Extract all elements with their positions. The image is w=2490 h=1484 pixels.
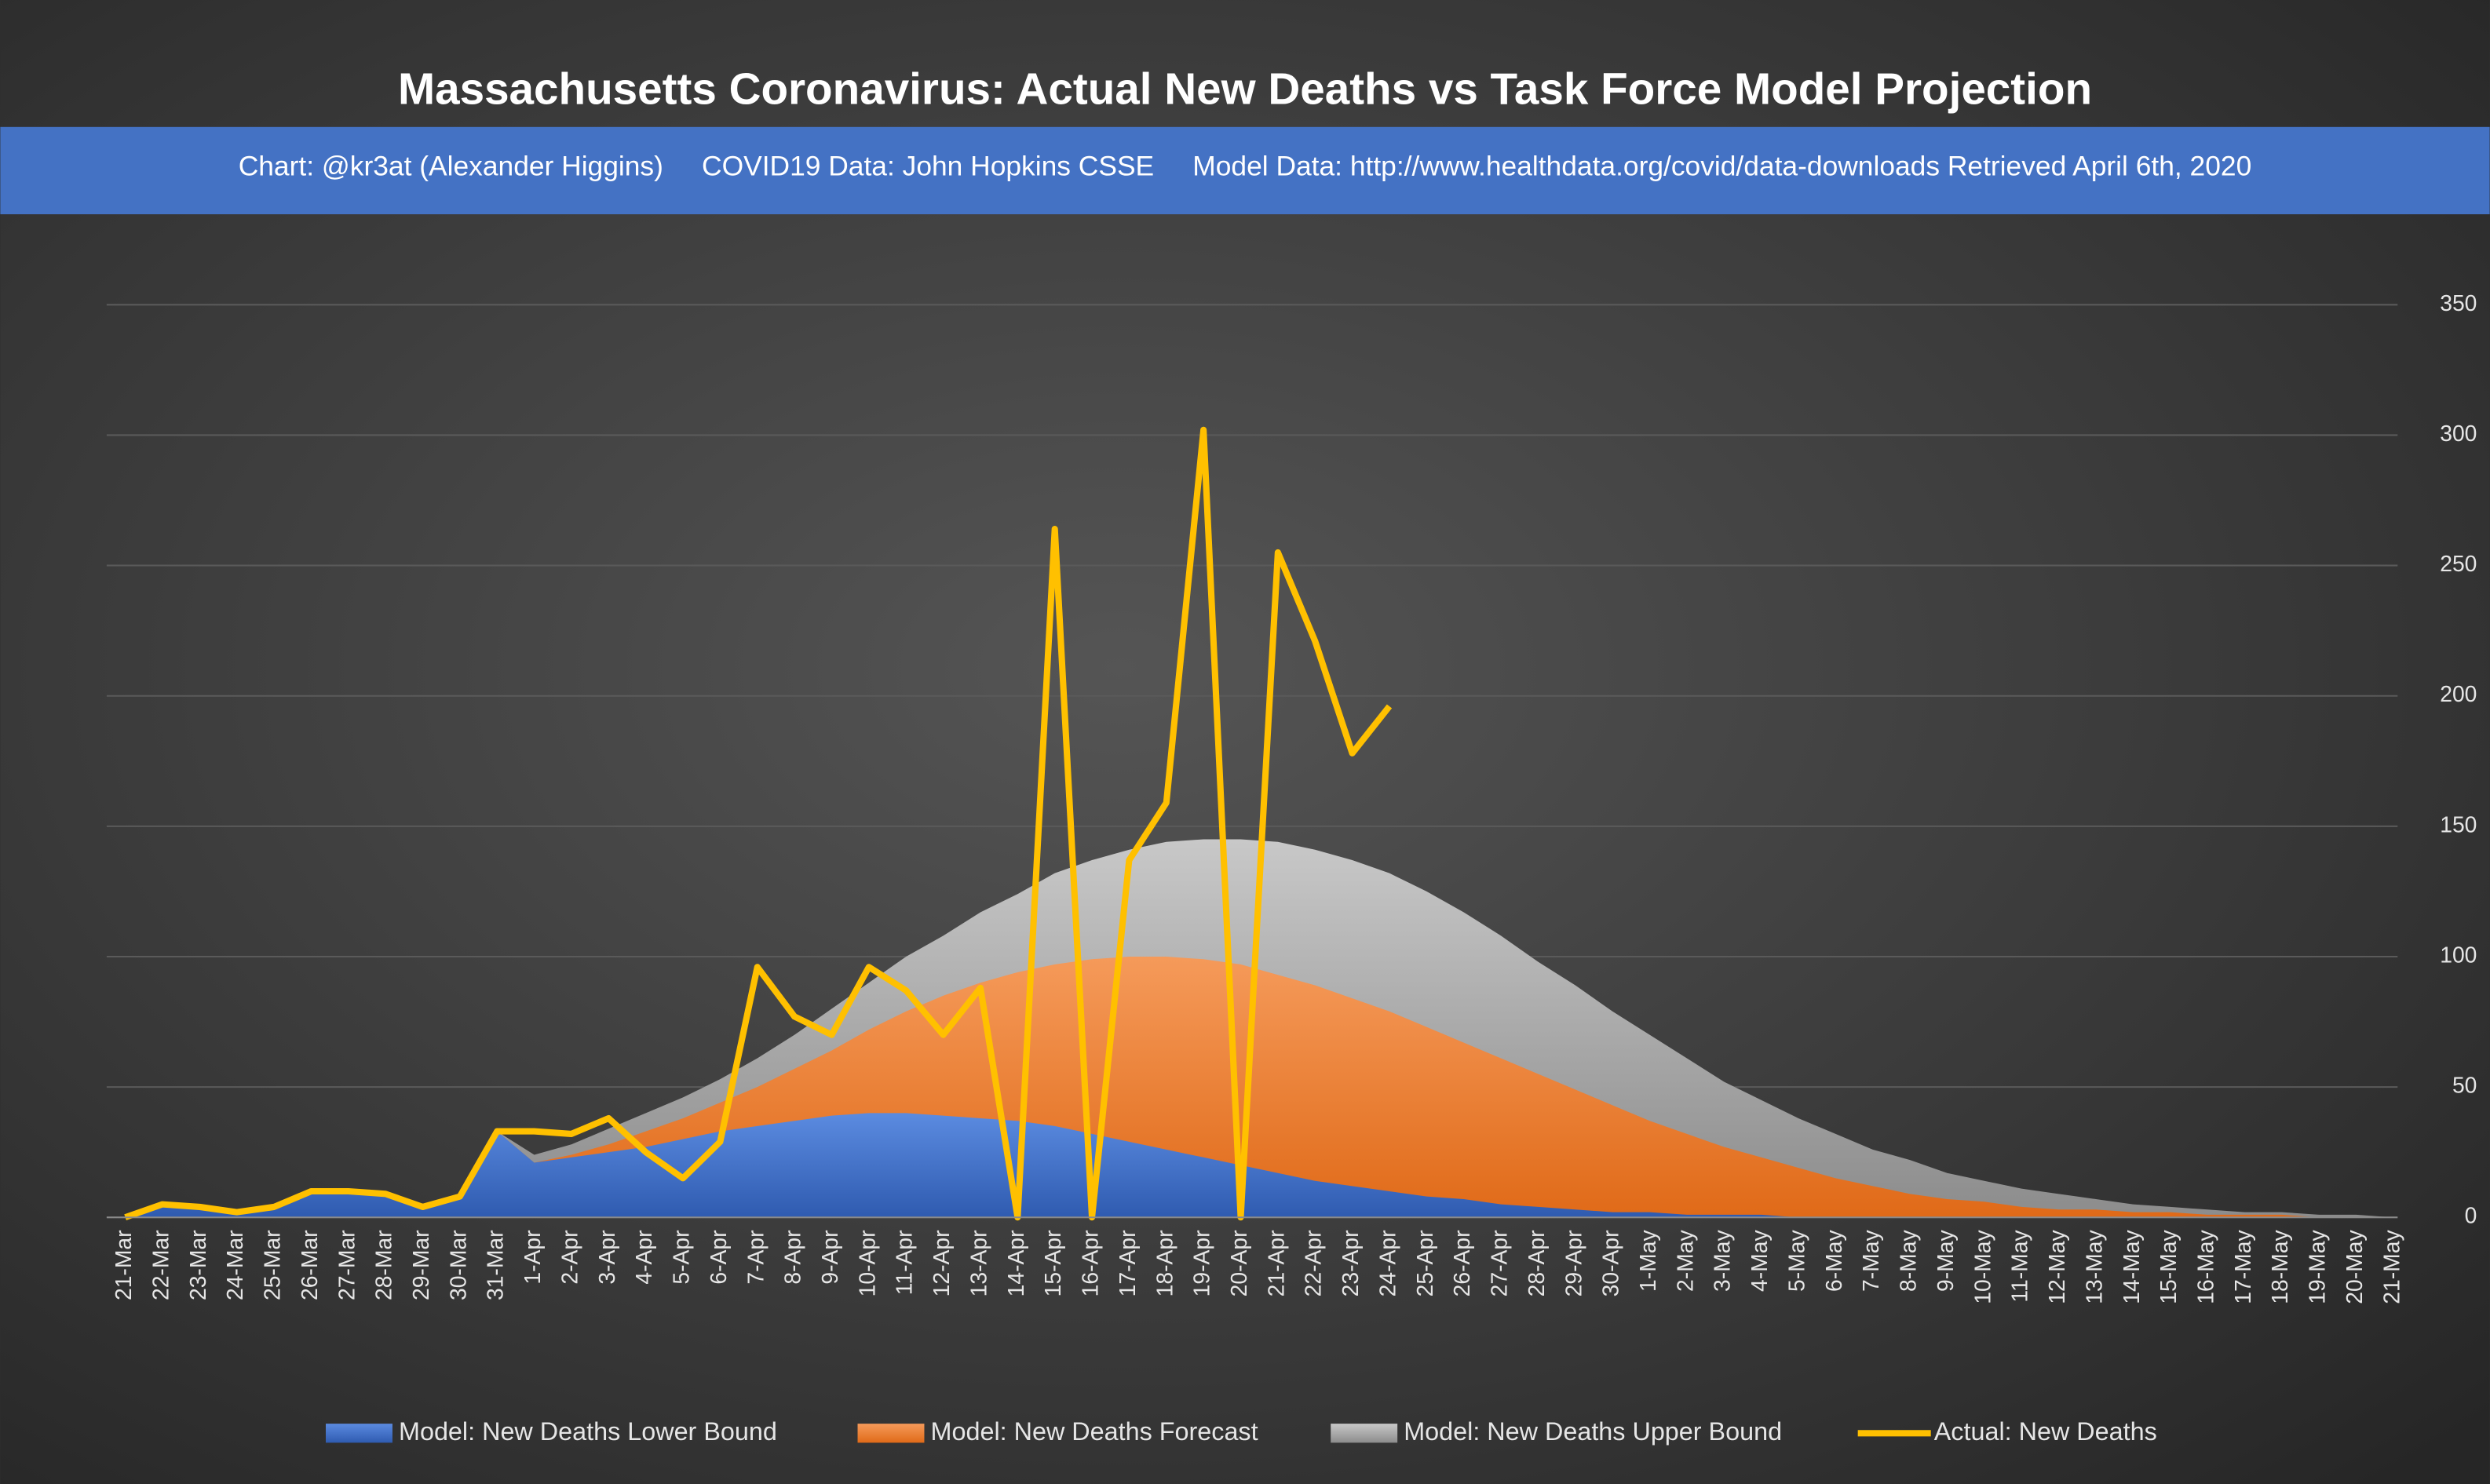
- x-tick-label: 29-Mar: [408, 1230, 433, 1300]
- x-tick-label: 21-Apr: [1263, 1230, 1288, 1296]
- x-tick-label: 26-Mar: [297, 1230, 322, 1300]
- x-tick-label: 14-Apr: [1003, 1230, 1028, 1296]
- subtitle-banner: [0, 126, 2490, 215]
- x-tick-label: 20-May: [2342, 1230, 2367, 1304]
- x-tick-label: 28-Apr: [1524, 1230, 1549, 1296]
- legend-swatch: [1331, 1424, 1398, 1443]
- x-tick-label: 14-May: [2119, 1230, 2144, 1304]
- y-tick-label: 50: [2452, 1073, 2477, 1098]
- x-tick-label: 17-May: [2230, 1230, 2255, 1304]
- x-tick-label: 11-May: [2007, 1230, 2032, 1303]
- x-tick-label: 22-Apr: [1301, 1230, 1326, 1296]
- x-tick-label: 25-Apr: [1412, 1230, 1437, 1296]
- x-tick-label: 11-Apr: [892, 1230, 917, 1295]
- chart-title: Massachusetts Coronavirus: Actual New De…: [398, 64, 2092, 113]
- y-tick-label: 200: [2440, 681, 2477, 706]
- x-tick-label: 9-May: [1933, 1230, 1958, 1292]
- x-tick-label: 9-Apr: [817, 1230, 842, 1284]
- x-tick-label: 10-Apr: [854, 1230, 879, 1296]
- x-tick-label: 24-Mar: [222, 1230, 247, 1300]
- x-tick-label: 18-Apr: [1152, 1230, 1177, 1296]
- x-tick-label: 7-Apr: [743, 1230, 768, 1284]
- x-tick-label: 23-Apr: [1338, 1230, 1363, 1296]
- x-tick-label: 15-Apr: [1040, 1230, 1065, 1296]
- x-tick-label: 3-May: [1710, 1230, 1735, 1292]
- y-tick-label: 0: [2465, 1203, 2477, 1228]
- x-tick-label: 15-May: [2156, 1230, 2181, 1304]
- x-tick-label: 20-Apr: [1226, 1230, 1251, 1296]
- legend-swatch: [325, 1424, 392, 1443]
- x-tick-label: 16-Apr: [1078, 1230, 1103, 1296]
- x-tick-label: 5-May: [1784, 1230, 1809, 1292]
- x-tick-label: 16-May: [2192, 1230, 2218, 1304]
- x-tick-label: 1-May: [1635, 1230, 1660, 1292]
- x-tick-label: 28-Mar: [371, 1230, 396, 1300]
- x-tick-label: 25-Mar: [260, 1230, 285, 1300]
- y-tick-label: 150: [2440, 811, 2477, 837]
- x-tick-label: 4-May: [1747, 1230, 1772, 1292]
- x-tick-label: 12-May: [2044, 1230, 2069, 1304]
- legend-label: Model: New Deaths Upper Bound: [1404, 1417, 1782, 1446]
- x-tick-label: 6-May: [1821, 1230, 1846, 1292]
- x-tick-label: 5-Apr: [669, 1230, 694, 1284]
- y-tick-label: 350: [2440, 290, 2477, 315]
- x-tick-label: 8-May: [1896, 1230, 1921, 1292]
- x-tick-label: 12-Apr: [929, 1230, 954, 1296]
- x-tick-label: 21-May: [2379, 1230, 2404, 1304]
- x-tick-label: 2-Apr: [557, 1230, 582, 1284]
- legend-label: Model: New Deaths Lower Bound: [399, 1417, 777, 1446]
- x-tick-label: 7-May: [1858, 1230, 1883, 1292]
- area: [125, 1113, 2393, 1218]
- x-tick-label: 19-Apr: [1189, 1230, 1214, 1296]
- x-tick-label: 27-Mar: [334, 1230, 359, 1300]
- x-tick-label: 13-Apr: [966, 1230, 991, 1296]
- legend-label: Actual: New Deaths: [1934, 1417, 2157, 1446]
- x-tick-label: 4-Apr: [631, 1230, 656, 1284]
- x-tick-label: 19-May: [2305, 1230, 2330, 1304]
- x-tick-label: 31-Mar: [483, 1230, 508, 1300]
- chart-subtitle: Chart: @kr3at (Alexander Higgins) COVID1…: [239, 151, 2252, 182]
- y-tick-label: 300: [2440, 421, 2477, 446]
- x-tick-label: 8-Apr: [780, 1230, 805, 1284]
- x-tick-label: 23-Mar: [185, 1230, 210, 1300]
- y-tick-label: 100: [2440, 942, 2477, 967]
- x-tick-label: 1-Apr: [520, 1230, 545, 1284]
- x-tick-label: 24-Apr: [1375, 1230, 1400, 1296]
- x-tick-label: 30-Mar: [445, 1230, 470, 1300]
- x-tick-label: 17-Apr: [1115, 1230, 1140, 1296]
- legend-label: Model: New Deaths Forecast: [931, 1417, 1258, 1446]
- x-tick-label: 29-Apr: [1561, 1230, 1586, 1296]
- x-tick-label: 18-May: [2267, 1230, 2292, 1304]
- x-tick-label: 27-Apr: [1487, 1230, 1512, 1296]
- x-tick-label: 6-Apr: [706, 1230, 731, 1284]
- x-tick-label: 13-May: [2081, 1230, 2106, 1304]
- x-tick-label: 10-May: [1970, 1230, 1995, 1304]
- line: [124, 426, 1393, 1221]
- x-tick-label: 26-Apr: [1449, 1230, 1474, 1296]
- x-tick-label: 22-Mar: [148, 1230, 173, 1300]
- x-tick-label: 3-Apr: [594, 1230, 619, 1284]
- legend-swatch: [857, 1424, 925, 1443]
- y-tick-label: 250: [2440, 551, 2477, 576]
- x-tick-label: 21-Mar: [111, 1230, 136, 1300]
- x-tick-label: 2-May: [1672, 1230, 1697, 1292]
- x-tick-label: 30-Apr: [1598, 1230, 1623, 1296]
